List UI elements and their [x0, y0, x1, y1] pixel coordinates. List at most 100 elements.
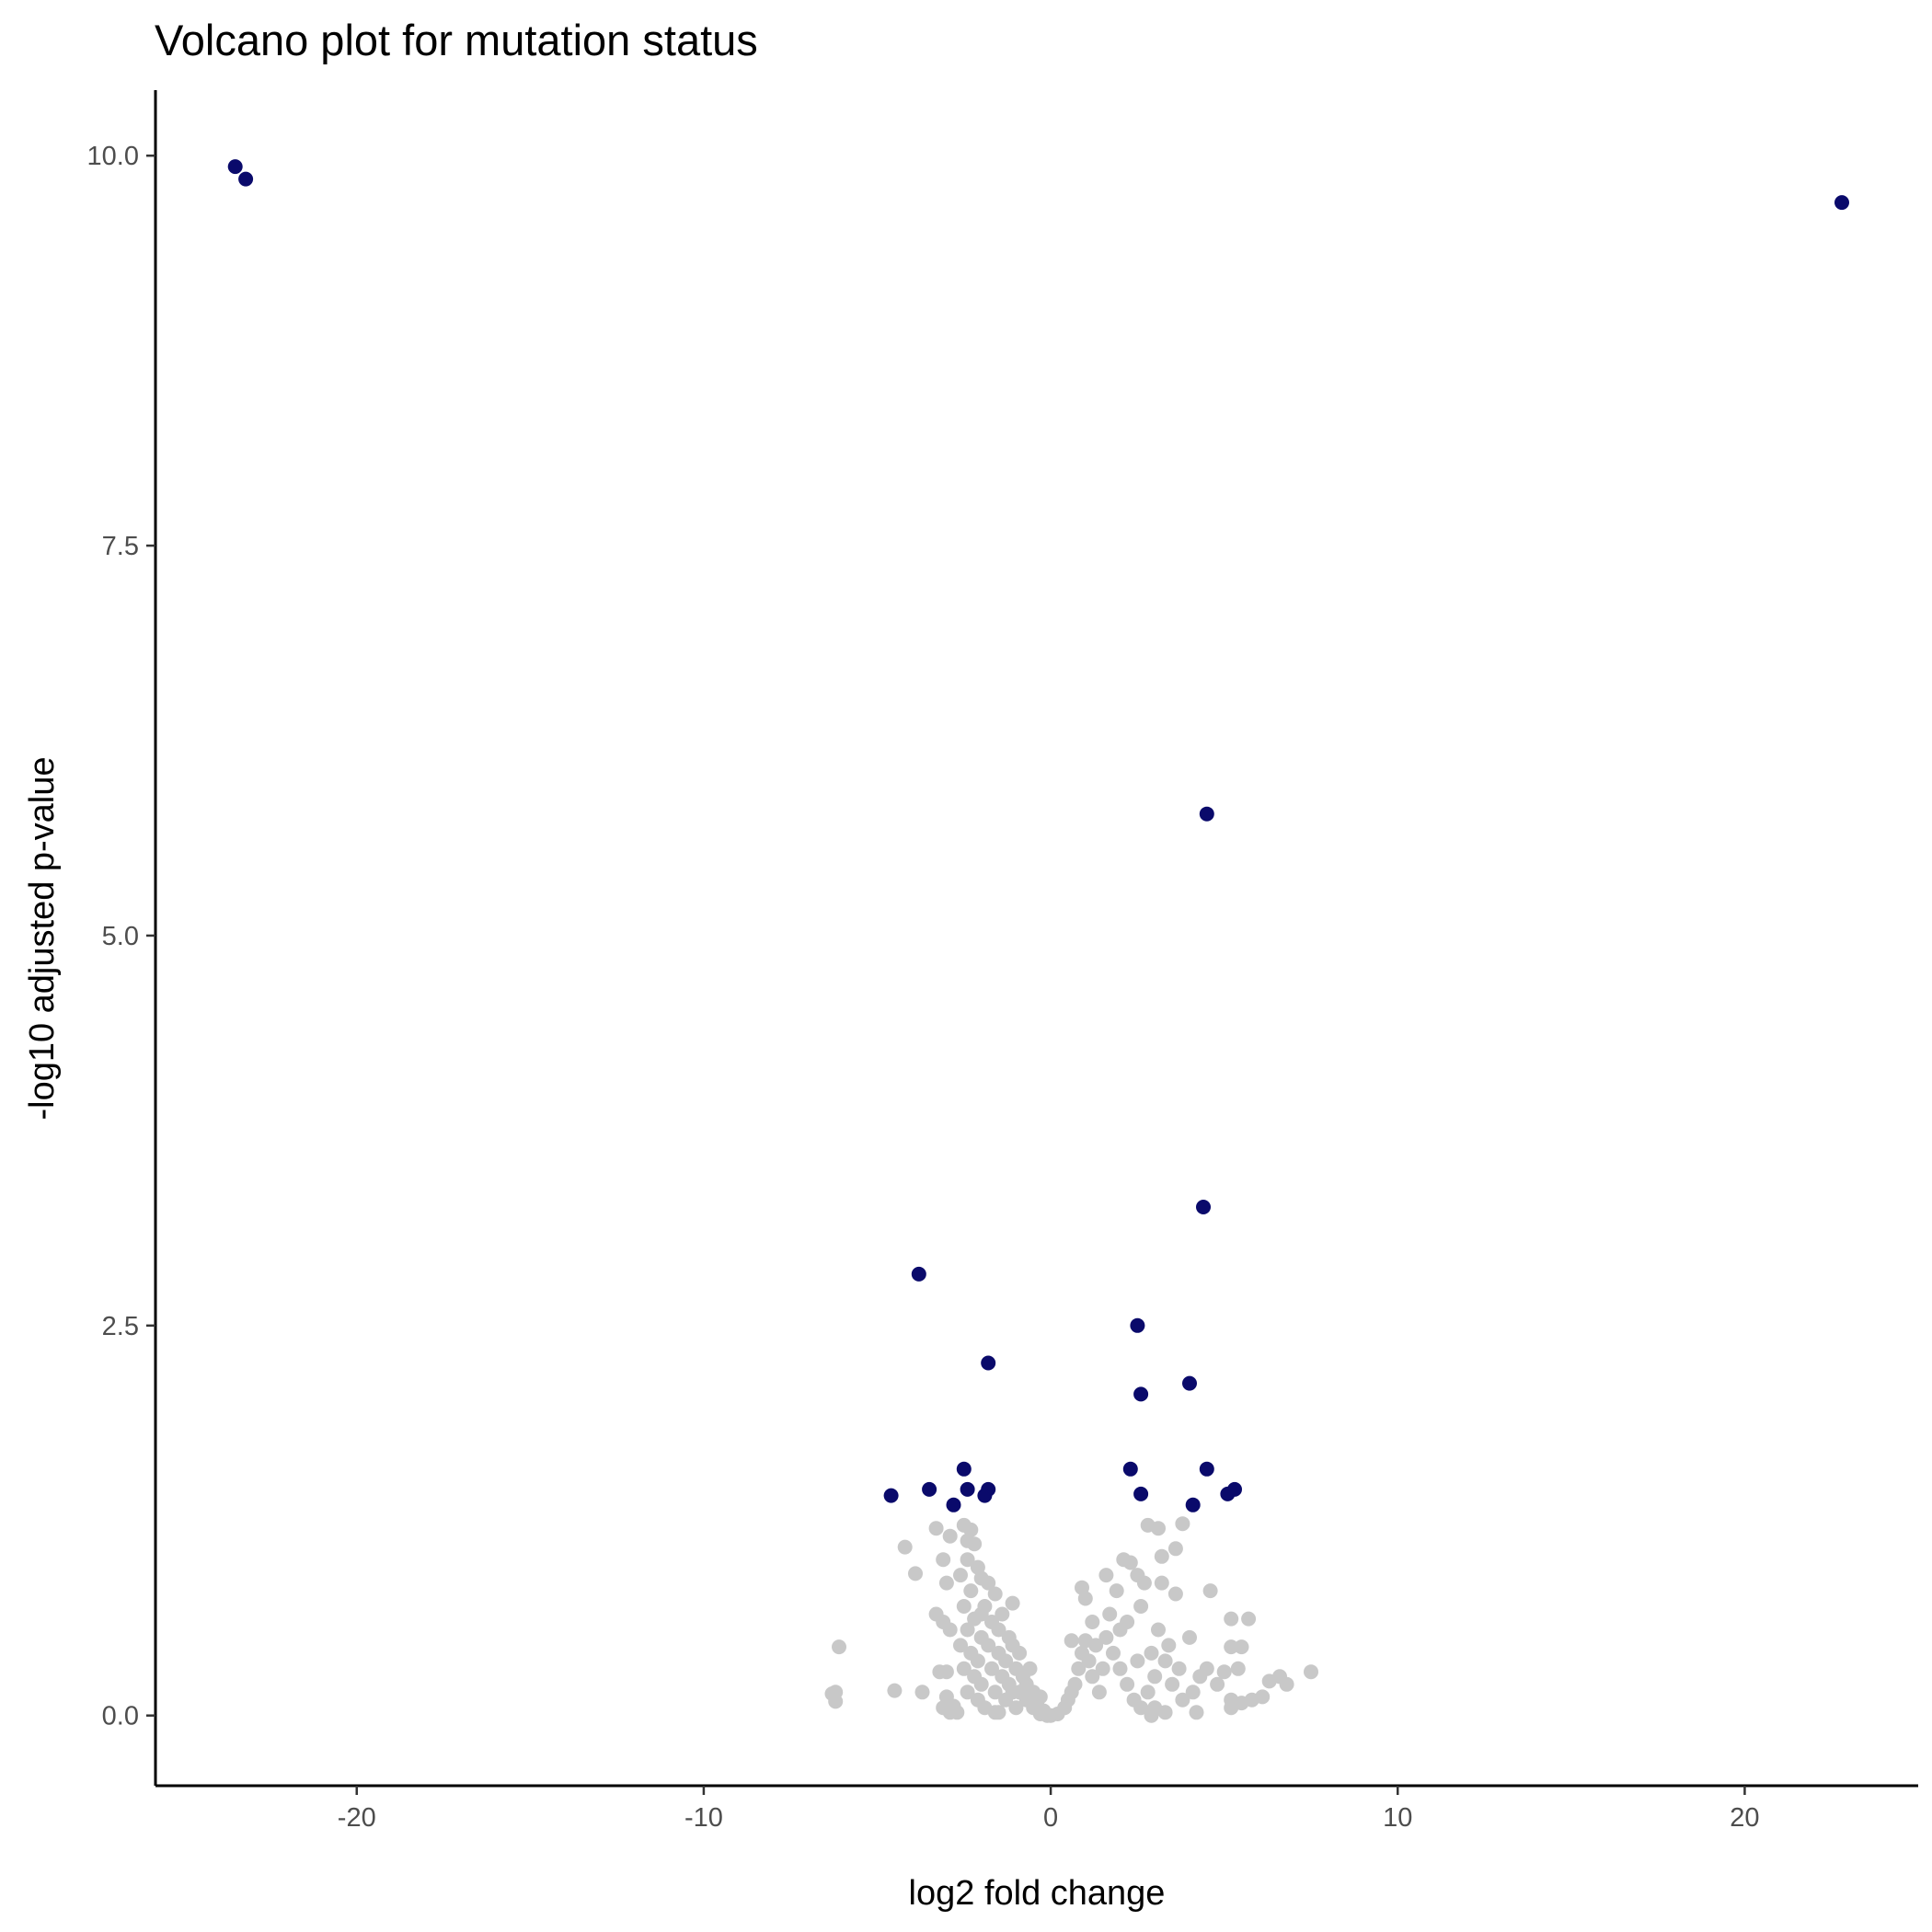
nonsignificant-point-33	[960, 1622, 975, 1638]
nonsignificant-point-95	[1098, 1568, 1114, 1583]
significant-point-8	[1182, 1375, 1197, 1391]
nonsignificant-point-46	[984, 1661, 999, 1676]
x-tick-label-2: 0	[1043, 1803, 1058, 1833]
y-tick-label-4: 10.0	[87, 142, 139, 171]
nonsignificant-point-87	[1112, 1661, 1128, 1676]
nonsignificant-point-115	[1182, 1629, 1197, 1645]
nonsignificant-point-121	[1175, 1692, 1190, 1708]
nonsignificant-point-91	[1140, 1685, 1156, 1700]
nonsignificant-point-107	[1167, 1586, 1183, 1602]
significant-point-14	[960, 1481, 975, 1497]
nonsignificant-point-7	[908, 1566, 923, 1581]
nonsignificant-point-37	[953, 1638, 968, 1653]
nonsignificant-point-114	[1171, 1661, 1187, 1676]
nonsignificant-point-84	[1088, 1638, 1104, 1653]
nonsignificant-point-131	[1230, 1661, 1246, 1676]
nonsignificant-point-83	[1095, 1661, 1110, 1676]
nonsignificant-point-38	[981, 1638, 996, 1653]
significant-point-2	[1834, 195, 1849, 211]
y-tick-label-1: 2.5	[102, 1312, 139, 1341]
nonsignificant-point-154	[1022, 1661, 1038, 1676]
significant-point-19	[1220, 1486, 1236, 1501]
nonsignificant-point-2	[832, 1639, 846, 1655]
nonsignificant-point-130	[1234, 1639, 1249, 1655]
nonsignificant-point-45	[956, 1661, 972, 1676]
nonsignificant-point-27	[987, 1586, 1003, 1602]
nonsignificant-point-125	[1102, 1606, 1118, 1622]
points-layer	[227, 159, 1849, 1723]
significant-point-4	[1196, 1200, 1211, 1214]
nonsignificant-point-139	[1279, 1676, 1294, 1692]
nonsignificant-point-23	[953, 1568, 968, 1583]
nonsignificant-point-30	[995, 1606, 1010, 1622]
y-axis-title: -log10 adjusted p-value	[23, 756, 62, 1120]
x-tick-label-4: 20	[1730, 1803, 1759, 1833]
nonsignificant-point-133	[1210, 1676, 1225, 1692]
x-tick-label-1: -10	[684, 1803, 723, 1833]
nonsignificant-point-127	[1224, 1611, 1239, 1627]
nonsignificant-point-102	[1151, 1521, 1166, 1536]
nonsignificant-point-132	[1216, 1664, 1232, 1680]
nonsignificant-point-104	[1167, 1541, 1183, 1557]
nonsignificant-point-4	[887, 1683, 903, 1698]
nonsignificant-point-136	[1224, 1700, 1239, 1716]
nonsignificant-point-85	[1098, 1629, 1114, 1645]
nonsignificant-point-10	[938, 1575, 954, 1591]
nonsignificant-point-111	[1161, 1638, 1177, 1653]
x-ticks: -20 -10 0 10 20	[338, 1786, 1760, 1833]
nonsignificant-point-43	[970, 1653, 985, 1669]
significant-point-11	[1122, 1461, 1138, 1477]
nonsignificant-point-142	[1244, 1692, 1259, 1708]
nonsignificant-point-122	[1147, 1669, 1163, 1685]
nonsignificant-point-55	[987, 1685, 1003, 1700]
nonsignificant-point-96	[1109, 1583, 1124, 1599]
nonsignificant-point-82	[1091, 1685, 1107, 1700]
significant-point-3	[1199, 806, 1214, 822]
nonsignificant-point-8	[928, 1521, 944, 1536]
nonsignificant-point-112	[1144, 1645, 1159, 1661]
significant-point-9	[1133, 1386, 1149, 1402]
nonsignificant-point-144	[1157, 1705, 1173, 1720]
nonsignificant-point-143	[1189, 1705, 1204, 1720]
nonsignificant-point-26	[963, 1583, 979, 1599]
nonsignificant-point-123	[1130, 1653, 1145, 1669]
nonsignificant-point-129	[1224, 1639, 1239, 1655]
significant-point-0	[227, 159, 243, 175]
significant-point-10	[956, 1461, 972, 1477]
y-tick-label-2: 5.0	[102, 922, 139, 951]
nonsignificant-point-140	[1304, 1664, 1318, 1680]
nonsignificant-point-63	[1008, 1700, 1024, 1716]
significant-point-5	[911, 1266, 926, 1282]
significant-point-21	[946, 1497, 961, 1512]
nonsignificant-point-150	[942, 1528, 958, 1544]
nonsignificant-point-88	[1120, 1676, 1135, 1692]
nonsignificant-point-148	[973, 1606, 989, 1622]
nonsignificant-point-126	[1085, 1615, 1100, 1629]
nonsignificant-point-105	[1175, 1516, 1190, 1532]
nonsignificant-point-81	[1085, 1669, 1100, 1685]
nonsignificant-point-145	[1144, 1708, 1159, 1723]
nonsignificant-point-152	[987, 1705, 1003, 1720]
nonsignificant-point-75	[1067, 1676, 1083, 1692]
significant-point-13	[922, 1481, 937, 1497]
nonsignificant-point-147	[932, 1664, 948, 1680]
x-axis-title: log2 fold change	[909, 1874, 1166, 1913]
nonsignificant-point-25	[981, 1575, 996, 1591]
nonsignificant-point-51	[973, 1676, 989, 1692]
nonsignificant-point-54	[960, 1685, 975, 1700]
nonsignificant-point-44	[998, 1653, 1014, 1669]
chart-title: Volcano plot for mutation status	[155, 16, 758, 64]
nonsignificant-point-90	[1133, 1700, 1149, 1716]
y-tick-label-3: 7.5	[102, 532, 139, 561]
significant-point-20	[977, 1488, 993, 1503]
nonsignificant-point-9	[936, 1552, 951, 1568]
nonsignificant-point-128	[1241, 1611, 1257, 1627]
nonsignificant-point-6	[897, 1539, 913, 1555]
significant-point-17	[883, 1488, 899, 1503]
nonsignificant-point-86	[1106, 1645, 1121, 1661]
significant-point-1	[238, 171, 254, 187]
nonsignificant-point-66	[949, 1705, 965, 1720]
y-ticks: 0.0 2.5 5.0 7.5 10.0	[87, 142, 155, 1731]
nonsignificant-point-155	[1032, 1689, 1048, 1705]
